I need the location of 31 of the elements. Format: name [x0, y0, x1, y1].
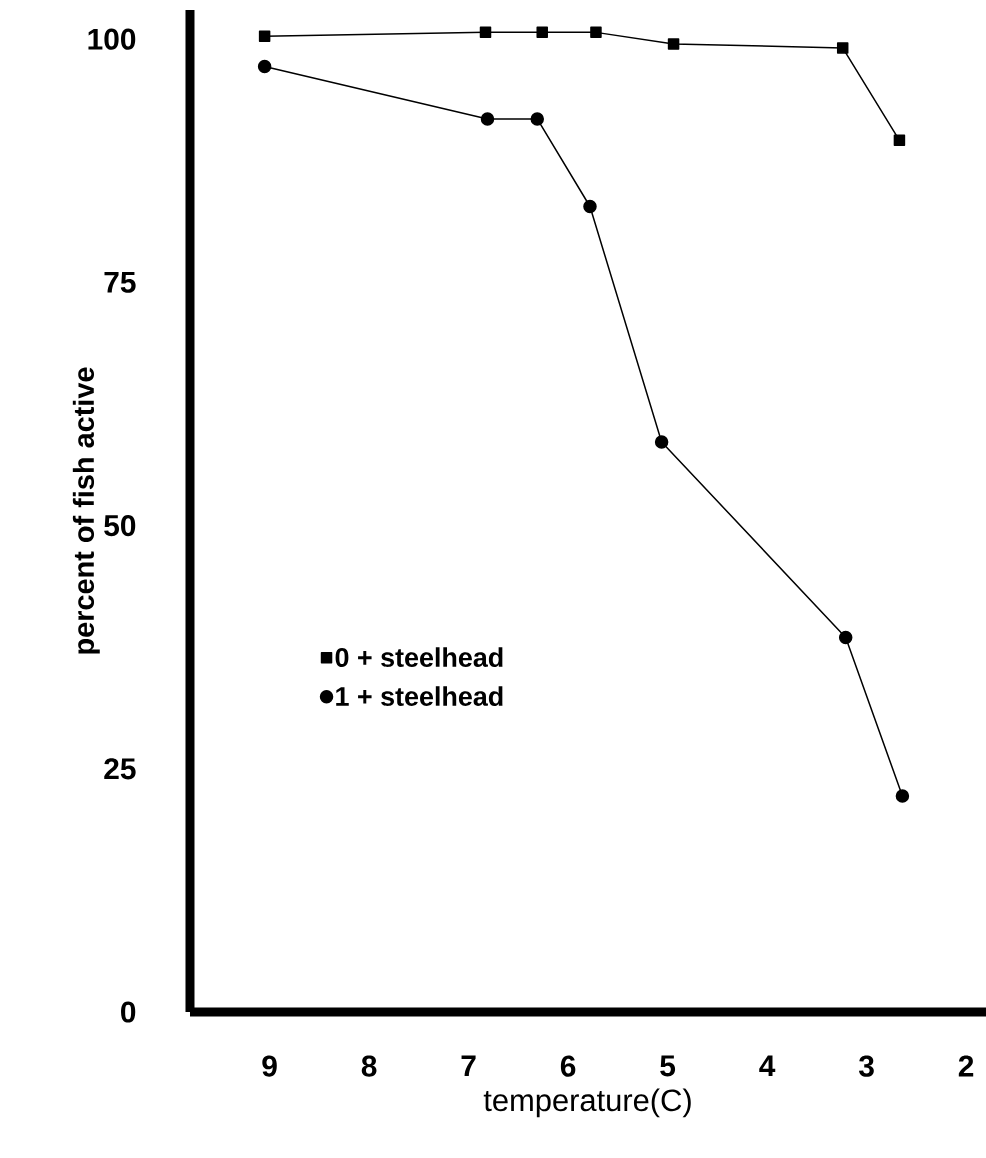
point — [258, 30, 271, 43]
x-tick-label: 5 — [660, 1055, 676, 1077]
x-tick-label: 7 — [461, 1055, 476, 1077]
point — [583, 199, 597, 214]
point — [895, 789, 910, 803]
y-tick-label: 25 — [104, 758, 136, 780]
x-axis-title: temperature(C) — [483, 1088, 691, 1118]
y-tick-label: 100 — [88, 28, 136, 50]
point — [590, 26, 602, 39]
legend-label: 1 + steelhead — [336, 686, 503, 706]
point — [530, 112, 544, 126]
x-tick-label: 4 — [759, 1055, 776, 1077]
legend-label: 0 + steelhead — [335, 647, 503, 668]
x-tick-label: 2 — [958, 1055, 974, 1077]
y-axis-title: percent of fish active — [72, 367, 100, 654]
x-tick-label: 3 — [858, 1055, 874, 1077]
point — [257, 59, 272, 74]
point — [838, 630, 853, 645]
point — [654, 435, 669, 449]
point — [479, 26, 492, 39]
point — [836, 42, 849, 54]
y-tick-label: 50 — [104, 515, 136, 537]
point — [536, 26, 548, 39]
x-tick-label: 9 — [262, 1055, 277, 1077]
y-tick-label: 75 — [104, 271, 136, 293]
y-tick-label: 0 — [121, 1001, 136, 1023]
point — [480, 112, 495, 126]
point — [893, 134, 906, 147]
point — [667, 38, 680, 50]
x-tick-label: 8 — [361, 1055, 377, 1077]
x-tick-label: 6 — [560, 1055, 576, 1077]
